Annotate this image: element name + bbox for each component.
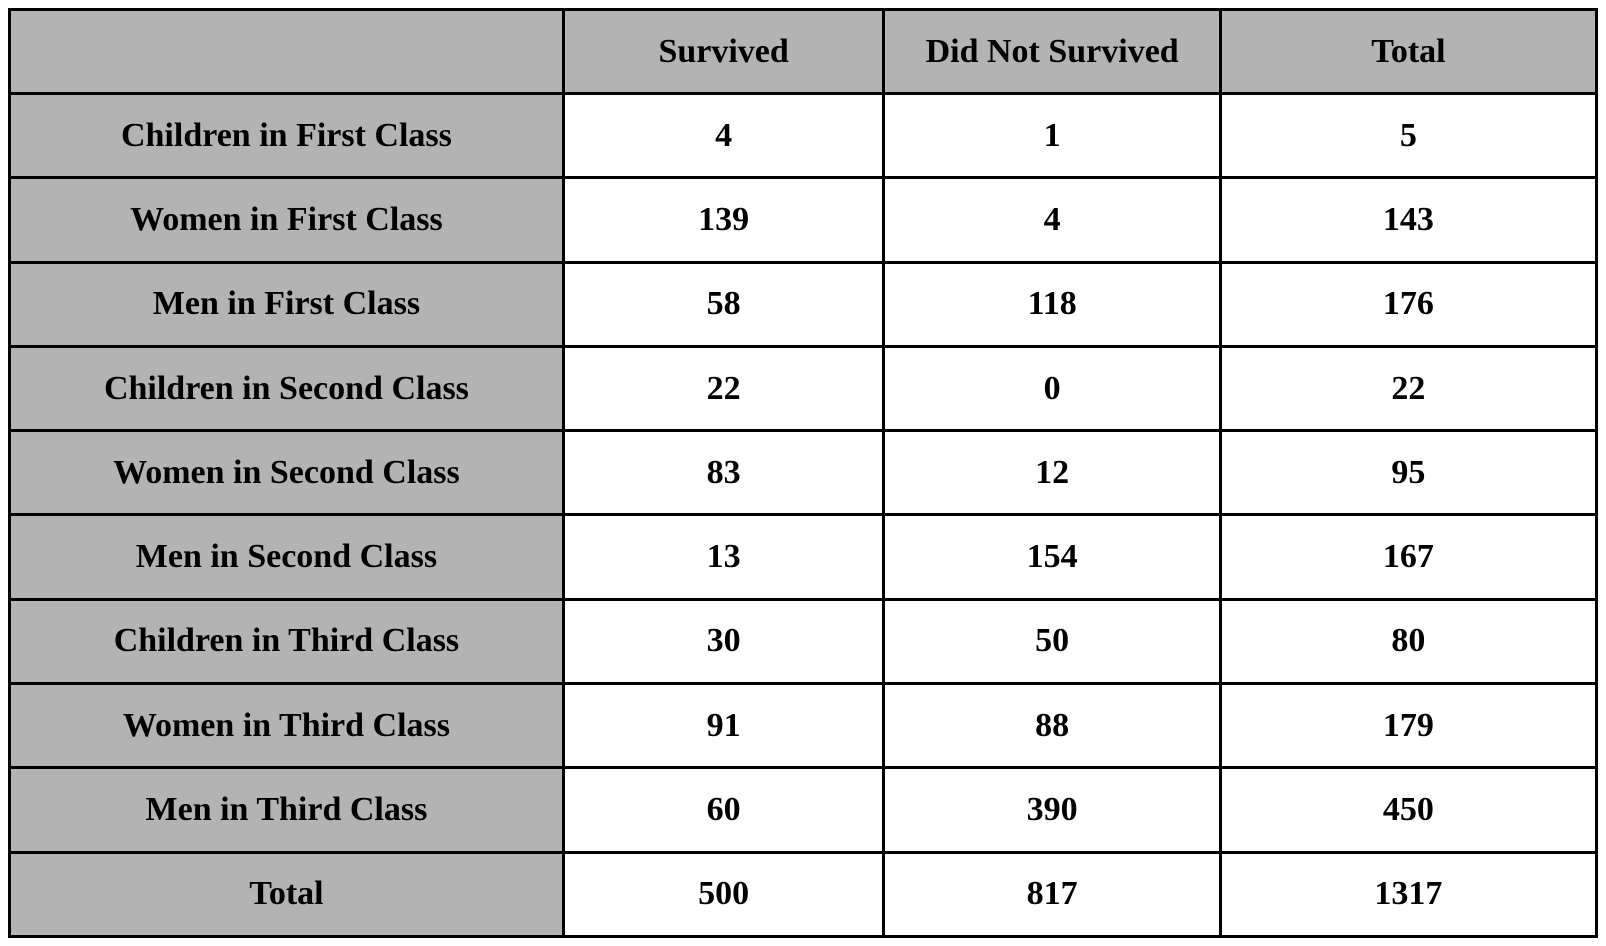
table-row: Women in Second Class 83 12 95 (8, 429, 1599, 517)
row-label: Men in Third Class (8, 766, 565, 854)
cell-survived: 139 (561, 176, 886, 264)
cell-did-not-survived: 817 (882, 850, 1222, 939)
cell-did-not-survived: 390 (882, 766, 1222, 854)
row-label: Men in First Class (8, 260, 565, 348)
cell-total: 5 (1218, 91, 1599, 180)
cell-total: 143 (1218, 176, 1599, 264)
cell-total: 22 (1218, 344, 1599, 433)
cell-survived: 13 (561, 513, 886, 601)
table-row: Women in Third Class 91 88 179 (8, 682, 1599, 770)
cell-total: 450 (1218, 766, 1599, 854)
cell-survived: 83 (561, 429, 886, 517)
row-label: Women in Third Class (8, 682, 565, 770)
cell-survived: 4 (561, 91, 886, 180)
cell-did-not-survived: 118 (882, 260, 1222, 348)
table-row: Total 500 817 1317 (8, 850, 1599, 939)
table-row: Men in First Class 58 118 176 (8, 260, 1599, 348)
cell-survived: 60 (561, 766, 886, 854)
cell-did-not-survived: 88 (882, 682, 1222, 770)
cell-did-not-survived: 1 (882, 91, 1222, 180)
cell-total: 179 (1218, 682, 1599, 770)
row-label: Children in First Class (8, 91, 565, 180)
cell-total: 1317 (1218, 850, 1599, 939)
row-label: Men in Second Class (8, 513, 565, 601)
table-body: Children in First Class 4 1 5 Women in First… (8, 91, 1599, 939)
row-label: Women in Second Class (8, 429, 565, 517)
cell-did-not-survived: 0 (882, 344, 1222, 433)
cell-total: 167 (1218, 513, 1599, 601)
row-label: Women in First Class (8, 176, 565, 264)
header-row: Survived Did Not Survived Total (8, 8, 1599, 95)
cell-total: 95 (1218, 429, 1599, 517)
cell-survived: 500 (561, 850, 886, 939)
row-label: Children in Third Class (8, 597, 565, 686)
titanic-survival-table: Survived Did Not Survived Total Children… (8, 8, 1599, 939)
row-label: Children in Second Class (8, 344, 565, 433)
cell-did-not-survived: 4 (882, 176, 1222, 264)
table-row: Children in Third Class 30 50 80 (8, 597, 1599, 686)
corner-cell (8, 8, 565, 95)
column-header-total: Total (1218, 8, 1599, 95)
column-header-survived: Survived (561, 8, 886, 95)
cell-did-not-survived: 50 (882, 597, 1222, 686)
cell-survived: 58 (561, 260, 886, 348)
cell-did-not-survived: 154 (882, 513, 1222, 601)
cell-total: 80 (1218, 597, 1599, 686)
table-row: Women in First Class 139 4 143 (8, 176, 1599, 264)
cell-did-not-survived: 12 (882, 429, 1222, 517)
cell-survived: 91 (561, 682, 886, 770)
cell-survived: 30 (561, 597, 886, 686)
table-row: Men in Third Class 60 390 450 (8, 766, 1599, 854)
table-row: Children in Second Class 22 0 22 (8, 344, 1599, 433)
column-header-did-not-survived: Did Not Survived (882, 8, 1222, 95)
cell-total: 176 (1218, 260, 1599, 348)
cell-survived: 22 (561, 344, 886, 433)
table-row: Children in First Class 4 1 5 (8, 91, 1599, 180)
table-row: Men in Second Class 13 154 167 (8, 513, 1599, 601)
row-label: Total (8, 850, 565, 939)
